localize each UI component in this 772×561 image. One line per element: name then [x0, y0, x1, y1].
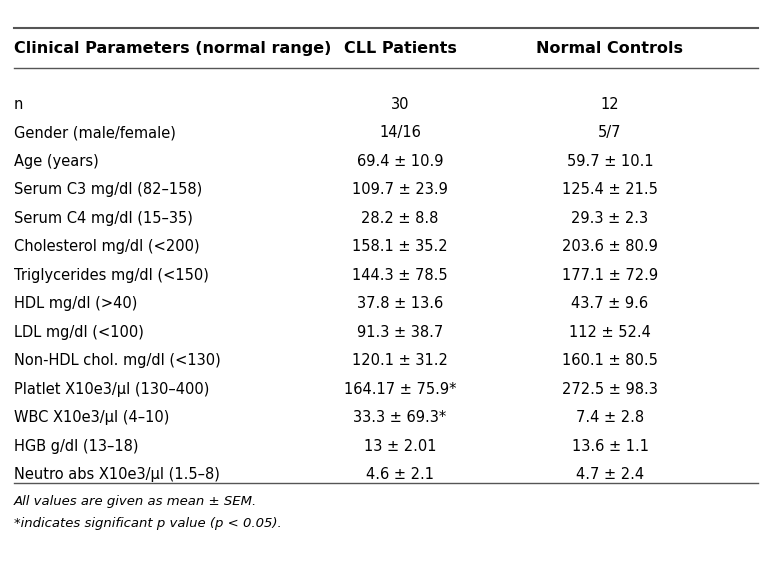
Text: HGB g/dl (13–18): HGB g/dl (13–18): [14, 439, 138, 454]
Text: 4.6 ± 2.1: 4.6 ± 2.1: [366, 467, 434, 482]
Text: 158.1 ± 35.2: 158.1 ± 35.2: [352, 239, 448, 254]
Text: Platlet X10e3/μl (130–400): Platlet X10e3/μl (130–400): [14, 381, 209, 397]
Text: 109.7 ± 23.9: 109.7 ± 23.9: [352, 182, 448, 197]
Text: All values are given as mean ± SEM.: All values are given as mean ± SEM.: [14, 495, 257, 508]
Text: Serum C4 mg/dl (15–35): Serum C4 mg/dl (15–35): [14, 211, 193, 226]
Text: 272.5 ± 98.3: 272.5 ± 98.3: [562, 381, 658, 397]
Text: Cholesterol mg/dl (<200): Cholesterol mg/dl (<200): [14, 239, 200, 254]
Text: 12: 12: [601, 96, 619, 112]
Text: 29.3 ± 2.3: 29.3 ± 2.3: [571, 211, 648, 226]
Text: 30: 30: [391, 96, 409, 112]
Text: *indicates significant p value (p < 0.05).: *indicates significant p value (p < 0.05…: [14, 517, 282, 530]
Text: Age (years): Age (years): [14, 154, 99, 169]
Text: 164.17 ± 75.9*: 164.17 ± 75.9*: [344, 381, 456, 397]
Text: 69.4 ± 10.9: 69.4 ± 10.9: [357, 154, 443, 169]
Text: 43.7 ± 9.6: 43.7 ± 9.6: [571, 296, 648, 311]
Text: 112 ± 52.4: 112 ± 52.4: [569, 325, 651, 340]
Text: n: n: [14, 96, 23, 112]
Text: 4.7 ± 2.4: 4.7 ± 2.4: [576, 467, 644, 482]
Text: 91.3 ± 38.7: 91.3 ± 38.7: [357, 325, 443, 340]
Text: HDL mg/dl (>40): HDL mg/dl (>40): [14, 296, 137, 311]
Text: 5/7: 5/7: [598, 125, 621, 140]
Text: 177.1 ± 72.9: 177.1 ± 72.9: [562, 268, 658, 283]
Text: Triglycerides mg/dl (<150): Triglycerides mg/dl (<150): [14, 268, 209, 283]
Text: 144.3 ± 78.5: 144.3 ± 78.5: [352, 268, 448, 283]
Text: Normal Controls: Normal Controls: [537, 40, 683, 56]
Text: 120.1 ± 31.2: 120.1 ± 31.2: [352, 353, 448, 368]
Text: 203.6 ± 80.9: 203.6 ± 80.9: [562, 239, 658, 254]
Text: 160.1 ± 80.5: 160.1 ± 80.5: [562, 353, 658, 368]
Text: 13 ± 2.01: 13 ± 2.01: [364, 439, 436, 454]
Text: 33.3 ± 69.3*: 33.3 ± 69.3*: [354, 410, 447, 425]
Text: 125.4 ± 21.5: 125.4 ± 21.5: [562, 182, 658, 197]
Text: 37.8 ± 13.6: 37.8 ± 13.6: [357, 296, 443, 311]
Text: 14/16: 14/16: [379, 125, 421, 140]
Text: CLL Patients: CLL Patients: [344, 40, 456, 56]
Text: Neutro abs X10e3/μl (1.5–8): Neutro abs X10e3/μl (1.5–8): [14, 467, 220, 482]
Text: 28.2 ± 8.8: 28.2 ± 8.8: [361, 211, 438, 226]
Text: 13.6 ± 1.1: 13.6 ± 1.1: [571, 439, 648, 454]
Text: Serum C3 mg/dl (82–158): Serum C3 mg/dl (82–158): [14, 182, 202, 197]
Text: Non-HDL chol. mg/dl (<130): Non-HDL chol. mg/dl (<130): [14, 353, 221, 368]
Text: WBC X10e3/μl (4–10): WBC X10e3/μl (4–10): [14, 410, 169, 425]
Text: 7.4 ± 2.8: 7.4 ± 2.8: [576, 410, 644, 425]
Text: LDL mg/dl (<100): LDL mg/dl (<100): [14, 325, 144, 340]
Text: Gender (male/female): Gender (male/female): [14, 125, 176, 140]
Text: Clinical Parameters (normal range): Clinical Parameters (normal range): [14, 40, 331, 56]
Text: 59.7 ± 10.1: 59.7 ± 10.1: [567, 154, 653, 169]
